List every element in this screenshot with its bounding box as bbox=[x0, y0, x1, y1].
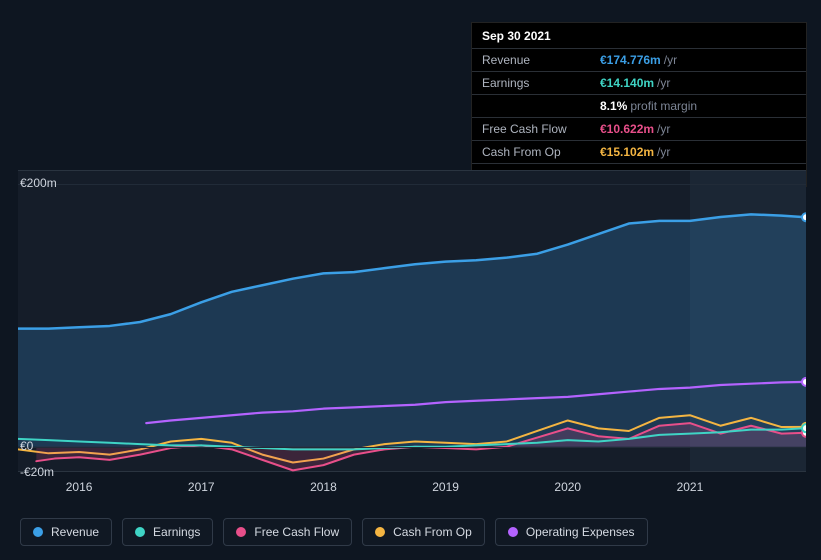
tooltip-row-label: Cash From Op bbox=[482, 145, 600, 159]
series-endpoint-opex bbox=[802, 378, 806, 386]
y-axis-label: €0 bbox=[20, 439, 33, 453]
legend-item-opex[interactable]: Operating Expenses bbox=[495, 518, 648, 546]
legend-dot-icon bbox=[33, 527, 43, 537]
legend-dot-icon bbox=[375, 527, 385, 537]
legend-label: Cash From Op bbox=[393, 525, 472, 539]
tooltip-sub-text: profit margin bbox=[630, 99, 697, 113]
tooltip-row-label: Free Cash Flow bbox=[482, 122, 600, 136]
x-axis-label: 2016 bbox=[66, 480, 93, 494]
tooltip-row: Free Cash Flow€10.622m/yr bbox=[472, 118, 806, 141]
tooltip-row-label: Revenue bbox=[482, 53, 600, 67]
y-axis-label: -€20m bbox=[20, 465, 54, 479]
tooltip-row: Revenue€174.776m/yr bbox=[472, 49, 806, 72]
tooltip-row-value: €15.102m bbox=[600, 145, 654, 159]
x-axis-label: 2019 bbox=[432, 480, 459, 494]
plot-svg bbox=[18, 171, 806, 473]
legend-item-fcf[interactable]: Free Cash Flow bbox=[223, 518, 352, 546]
tooltip-row-value: €174.776m bbox=[600, 53, 661, 67]
tooltip-date: Sep 30 2021 bbox=[472, 23, 806, 49]
x-axis-label: 2018 bbox=[310, 480, 337, 494]
series-endpoint-revenue bbox=[802, 213, 806, 221]
legend-dot-icon bbox=[236, 527, 246, 537]
gridline bbox=[18, 184, 806, 185]
tooltip-row-value: €14.140m bbox=[600, 76, 654, 90]
x-axis-label: 2020 bbox=[554, 480, 581, 494]
x-axis-label: 2017 bbox=[188, 480, 215, 494]
legend-item-revenue[interactable]: Revenue bbox=[20, 518, 112, 546]
gridline bbox=[18, 447, 806, 448]
tooltip-row-unit: /yr bbox=[657, 145, 670, 159]
legend: Revenue Earnings Free Cash Flow Cash From O… bbox=[20, 518, 648, 546]
legend-label: Revenue bbox=[51, 525, 99, 539]
tooltip-row: Cash From Op€15.102m/yr bbox=[472, 141, 806, 164]
legend-item-cfo[interactable]: Cash From Op bbox=[362, 518, 485, 546]
tooltip-row-label: Earnings bbox=[482, 76, 600, 90]
chart-tooltip: Sep 30 2021 Revenue€174.776m/yrEarnings€… bbox=[471, 22, 807, 187]
series-area-revenue bbox=[18, 214, 806, 446]
series-endpoint-earnings bbox=[802, 424, 806, 432]
financial-chart: Sep 30 2021 Revenue€174.776m/yrEarnings€… bbox=[0, 0, 821, 560]
plot-area[interactable] bbox=[18, 170, 806, 472]
tooltip-subrow: 8.1% profit margin bbox=[472, 95, 806, 118]
legend-label: Operating Expenses bbox=[526, 525, 635, 539]
tooltip-row-unit: /yr bbox=[657, 76, 670, 90]
x-axis-label: 2021 bbox=[677, 480, 704, 494]
tooltip-sub-value: 8.1% bbox=[600, 99, 627, 113]
tooltip-row-unit: /yr bbox=[664, 53, 677, 67]
tooltip-row: Earnings€14.140m/yr bbox=[472, 72, 806, 95]
tooltip-row-value: €10.622m bbox=[600, 122, 654, 136]
y-axis-label: €200m bbox=[20, 176, 57, 190]
tooltip-row-unit: /yr bbox=[657, 122, 670, 136]
legend-dot-icon bbox=[508, 527, 518, 537]
legend-dot-icon bbox=[135, 527, 145, 537]
legend-label: Earnings bbox=[153, 525, 200, 539]
legend-item-earnings[interactable]: Earnings bbox=[122, 518, 213, 546]
legend-label: Free Cash Flow bbox=[254, 525, 339, 539]
